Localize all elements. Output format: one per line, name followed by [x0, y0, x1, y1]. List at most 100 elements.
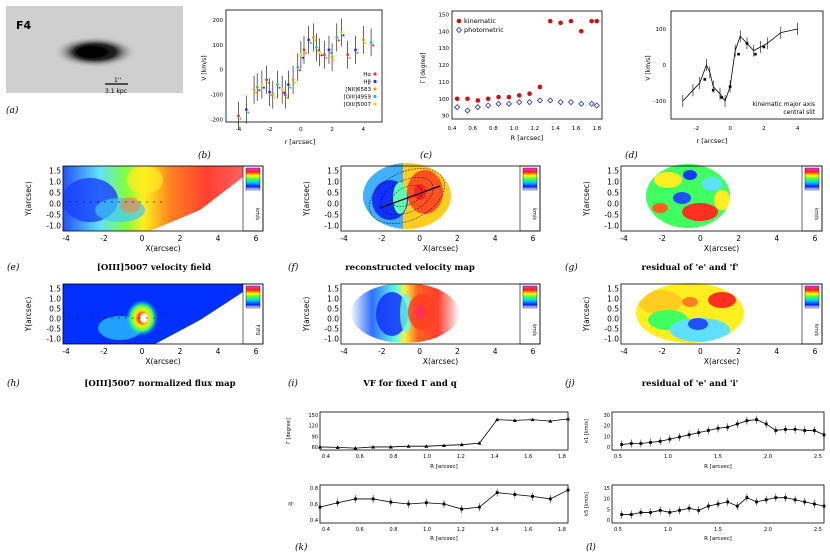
data-point: [735, 422, 739, 426]
data-point: [478, 505, 481, 509]
data-point: [283, 91, 286, 94]
data-point: [325, 56, 328, 59]
caption-e: [OIII]5007 velocity field: [97, 263, 211, 273]
ytick-label: 100: [439, 97, 450, 103]
map-xtick-label: -4: [620, 347, 628, 356]
map-xtick-label: -4: [62, 234, 70, 243]
colorbar-label-h: F/F0: [254, 325, 260, 336]
ytick-label: 10: [604, 497, 610, 503]
map-xtick-label: 4: [216, 347, 221, 356]
map-ytick-label: 1.5: [49, 285, 61, 294]
data-point: [764, 422, 768, 426]
panel-letter-a: (a): [6, 105, 19, 116]
slit-point: [754, 52, 757, 56]
xtick-label: 1.2: [530, 126, 539, 132]
data-point: [260, 83, 264, 87]
data-point: [726, 500, 730, 504]
map-e: [63, 166, 243, 231]
kinematic-point: [506, 94, 512, 100]
map-xtick-label: 2: [455, 347, 460, 356]
xtick-label: 0.6: [356, 454, 364, 460]
ytick-label: 5: [607, 507, 610, 513]
data-point: [364, 41, 367, 44]
data-point: [356, 51, 359, 54]
panel-b: 200 100 0 -100 -200 -4 -2 0 2 4 V [km/s] r [arcs…: [198, 9, 383, 161]
map-xtick-label: -4: [340, 347, 348, 356]
data-point: [495, 417, 500, 422]
map-xlabel: X(arcsec): [704, 244, 739, 253]
data-point: [764, 498, 768, 502]
kinematic-point: [454, 96, 460, 102]
panel-l: 30 20 10 0 0.5 1.0 1.5 2.0 2.5 15 10 5 0 0.5 1.0 1.5 2.0…: [584, 411, 826, 552]
ytick-label: 90: [312, 434, 318, 440]
data-point: [726, 425, 730, 429]
kinematic-point: [496, 94, 501, 100]
data-point: [784, 427, 787, 431]
scale-top: 1'': [114, 77, 121, 84]
map-i: [351, 283, 459, 343]
kinematic-point: [516, 93, 522, 98]
ylabel-c: Γ [degree]: [420, 53, 427, 84]
xtick-label: 0.8: [489, 126, 498, 132]
ytick-label: 110: [439, 80, 450, 86]
data-point: [354, 497, 357, 501]
data-point: [335, 445, 340, 449]
map-xtick-label: -4: [340, 234, 348, 243]
map-xtick-label: 4: [493, 347, 498, 356]
map-ylabel: Y(arcsec): [302, 297, 311, 333]
legend-marker: [373, 102, 377, 106]
photometric-point: [567, 99, 575, 106]
data-point: [548, 497, 552, 501]
data-point: [566, 416, 570, 421]
map-xtick-label: 0: [140, 347, 145, 356]
data-point: [774, 496, 778, 500]
spaxel-dot: [125, 201, 127, 203]
data-point: [803, 429, 807, 432]
ytick-label: 0.4: [310, 518, 318, 524]
map-xtick-label: -2: [658, 347, 666, 356]
data-point: [353, 446, 358, 450]
map-ytick-label: 0.5: [607, 305, 619, 314]
map-xlabel: X(arcsec): [423, 357, 458, 366]
panel-letter-k: (k): [295, 542, 308, 552]
ytick-label: 200: [213, 18, 224, 24]
xtick-label: 1.2: [457, 454, 465, 460]
ytick-label: 10: [604, 434, 610, 440]
map-ytick-label: 0.0: [607, 315, 619, 324]
data-point: [697, 508, 701, 512]
data-point: [793, 427, 797, 431]
data-point: [276, 83, 279, 87]
map-xtick-label: 2: [178, 234, 183, 243]
xtick-label: 1.8: [558, 454, 566, 460]
data-point: [311, 35, 315, 39]
map-ytick-label: -1.0: [324, 335, 339, 344]
spaxel-dot: [153, 201, 155, 203]
spaxel-dots-e: [69, 201, 162, 203]
legend-marker: [373, 94, 377, 99]
panel-letter-b: (b): [198, 150, 211, 161]
data-point: [668, 511, 672, 514]
colorbar-label-f: km/s: [531, 208, 537, 220]
data-point: [495, 491, 499, 494]
data-point: [793, 498, 797, 502]
data-point: [289, 86, 292, 89]
photometric-point: [526, 99, 533, 106]
data-point: [649, 441, 652, 444]
kinematic-point: [527, 91, 532, 96]
data-point: [267, 81, 270, 84]
panel-letter-j: (j): [565, 378, 575, 389]
spaxel-dot: [160, 317, 162, 319]
data-point: [255, 85, 259, 89]
yticks-b: 200 100 0 -100 -200: [211, 18, 224, 124]
axes-frame-b: [225, 9, 383, 123]
photometric-point: [495, 100, 502, 107]
spaxel-dot: [139, 201, 141, 203]
panel-j: km/s: [636, 283, 823, 345]
colorbar-j: [804, 285, 820, 309]
xtick-label: 2.5: [814, 527, 822, 533]
ylabel-l-top: k1 [km/s]: [584, 419, 590, 443]
data-point: [314, 39, 317, 42]
panel-i: km/s: [351, 283, 541, 345]
xtick-label: 0.8: [389, 527, 397, 533]
data-point: [299, 53, 303, 57]
